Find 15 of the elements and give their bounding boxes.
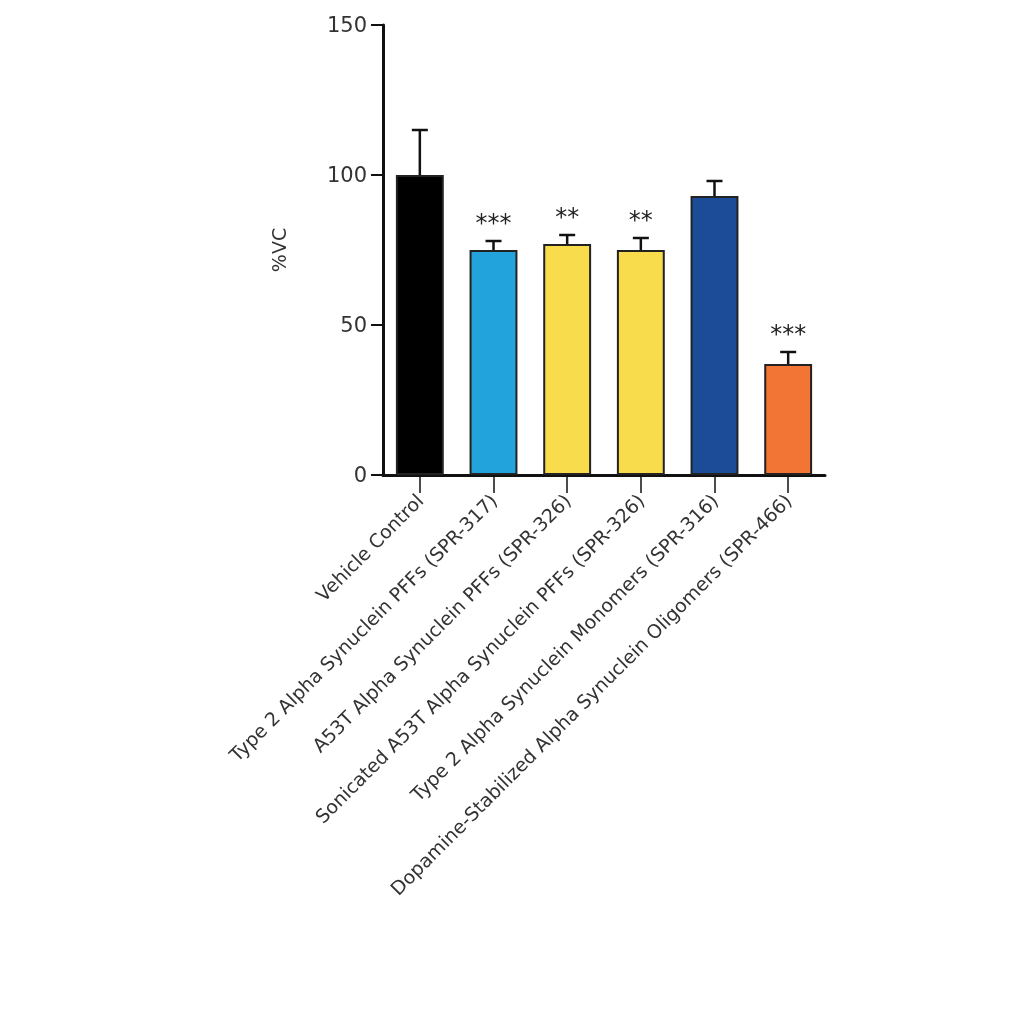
- annotation: **: [555, 203, 580, 231]
- bar: [395, 175, 444, 475]
- bar: [543, 244, 592, 475]
- y-tick-label: 0: [353, 463, 367, 487]
- y-axis-title: %VC: [267, 227, 290, 273]
- annotation: ***: [770, 320, 807, 348]
- y-tick-label: 50: [340, 313, 367, 337]
- bar: [764, 364, 813, 475]
- y-tick-label: 100: [326, 163, 367, 187]
- bar: [690, 196, 739, 475]
- annotation: ***: [475, 209, 512, 237]
- bar: [469, 250, 518, 475]
- annotation: **: [628, 206, 653, 234]
- y-tick-label: 150: [326, 13, 367, 37]
- bar: [616, 250, 665, 475]
